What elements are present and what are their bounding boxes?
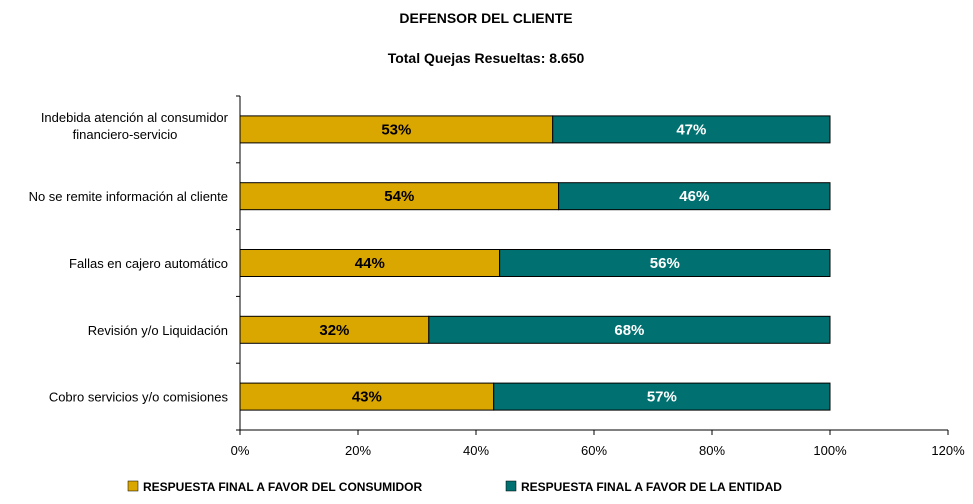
bar-segment-consumidor xyxy=(239,115,554,144)
data-label: 56% xyxy=(650,255,680,272)
x-tick-label: 40% xyxy=(463,443,489,458)
legend-swatch xyxy=(127,480,139,492)
x-tick-label: 120% xyxy=(931,443,965,458)
x-tick-label: 60% xyxy=(581,443,607,458)
category-label: Indebida atención al consumidor xyxy=(41,110,229,125)
data-label: 46% xyxy=(679,188,709,205)
legend-label: RESPUESTA FINAL A FAVOR DE LA ENTIDAD xyxy=(521,480,782,494)
data-label: 32% xyxy=(319,322,349,339)
data-label: 44% xyxy=(355,255,385,272)
data-label: 54% xyxy=(384,188,414,205)
legend-label: RESPUESTA FINAL A FAVOR DEL CONSUMIDOR xyxy=(143,480,422,494)
bar-segment-entidad xyxy=(552,115,831,144)
bar-segment-entidad xyxy=(499,249,831,277)
chart-subtitle: Total Quejas Resueltas: 8.650 xyxy=(388,50,585,66)
category-label: No se remite información al cliente xyxy=(29,189,228,204)
category-label: financiero-servicio xyxy=(73,127,178,142)
bar-segment-entidad xyxy=(558,182,831,211)
bar-segment-entidad xyxy=(428,315,831,344)
x-tick-label: 80% xyxy=(699,443,725,458)
legend: RESPUESTA FINAL A FAVOR DEL CONSUMIDOR RE… xyxy=(127,480,782,494)
chart-title: DEFENSOR DEL CLIENTE xyxy=(399,10,572,26)
data-label: 57% xyxy=(647,389,677,406)
x-tick-label: 0% xyxy=(231,443,250,458)
x-tick-label: 100% xyxy=(813,443,847,458)
category-label: Fallas en cajero automático xyxy=(69,256,228,271)
legend-swatch xyxy=(505,480,517,492)
bar-segment-entidad xyxy=(493,382,831,411)
bar-segment-consumidor xyxy=(239,182,560,211)
data-label: 53% xyxy=(381,121,411,138)
category-label: Revisión y/o Liquidación xyxy=(88,323,228,338)
category-label: Cobro servicios y/o comisiones xyxy=(49,390,229,405)
bar-segment-consumidor xyxy=(239,249,501,277)
bar-segment-consumidor xyxy=(239,315,430,344)
data-label: 43% xyxy=(352,389,382,406)
plot-area: 0% 20% 40% 60% 80% 100% 120% 53% 47% Indebida ate… xyxy=(29,95,965,458)
x-tick-label: 20% xyxy=(345,443,371,458)
data-label: 68% xyxy=(614,322,644,339)
bar-segment-consumidor xyxy=(239,382,495,411)
data-label: 47% xyxy=(676,121,706,138)
